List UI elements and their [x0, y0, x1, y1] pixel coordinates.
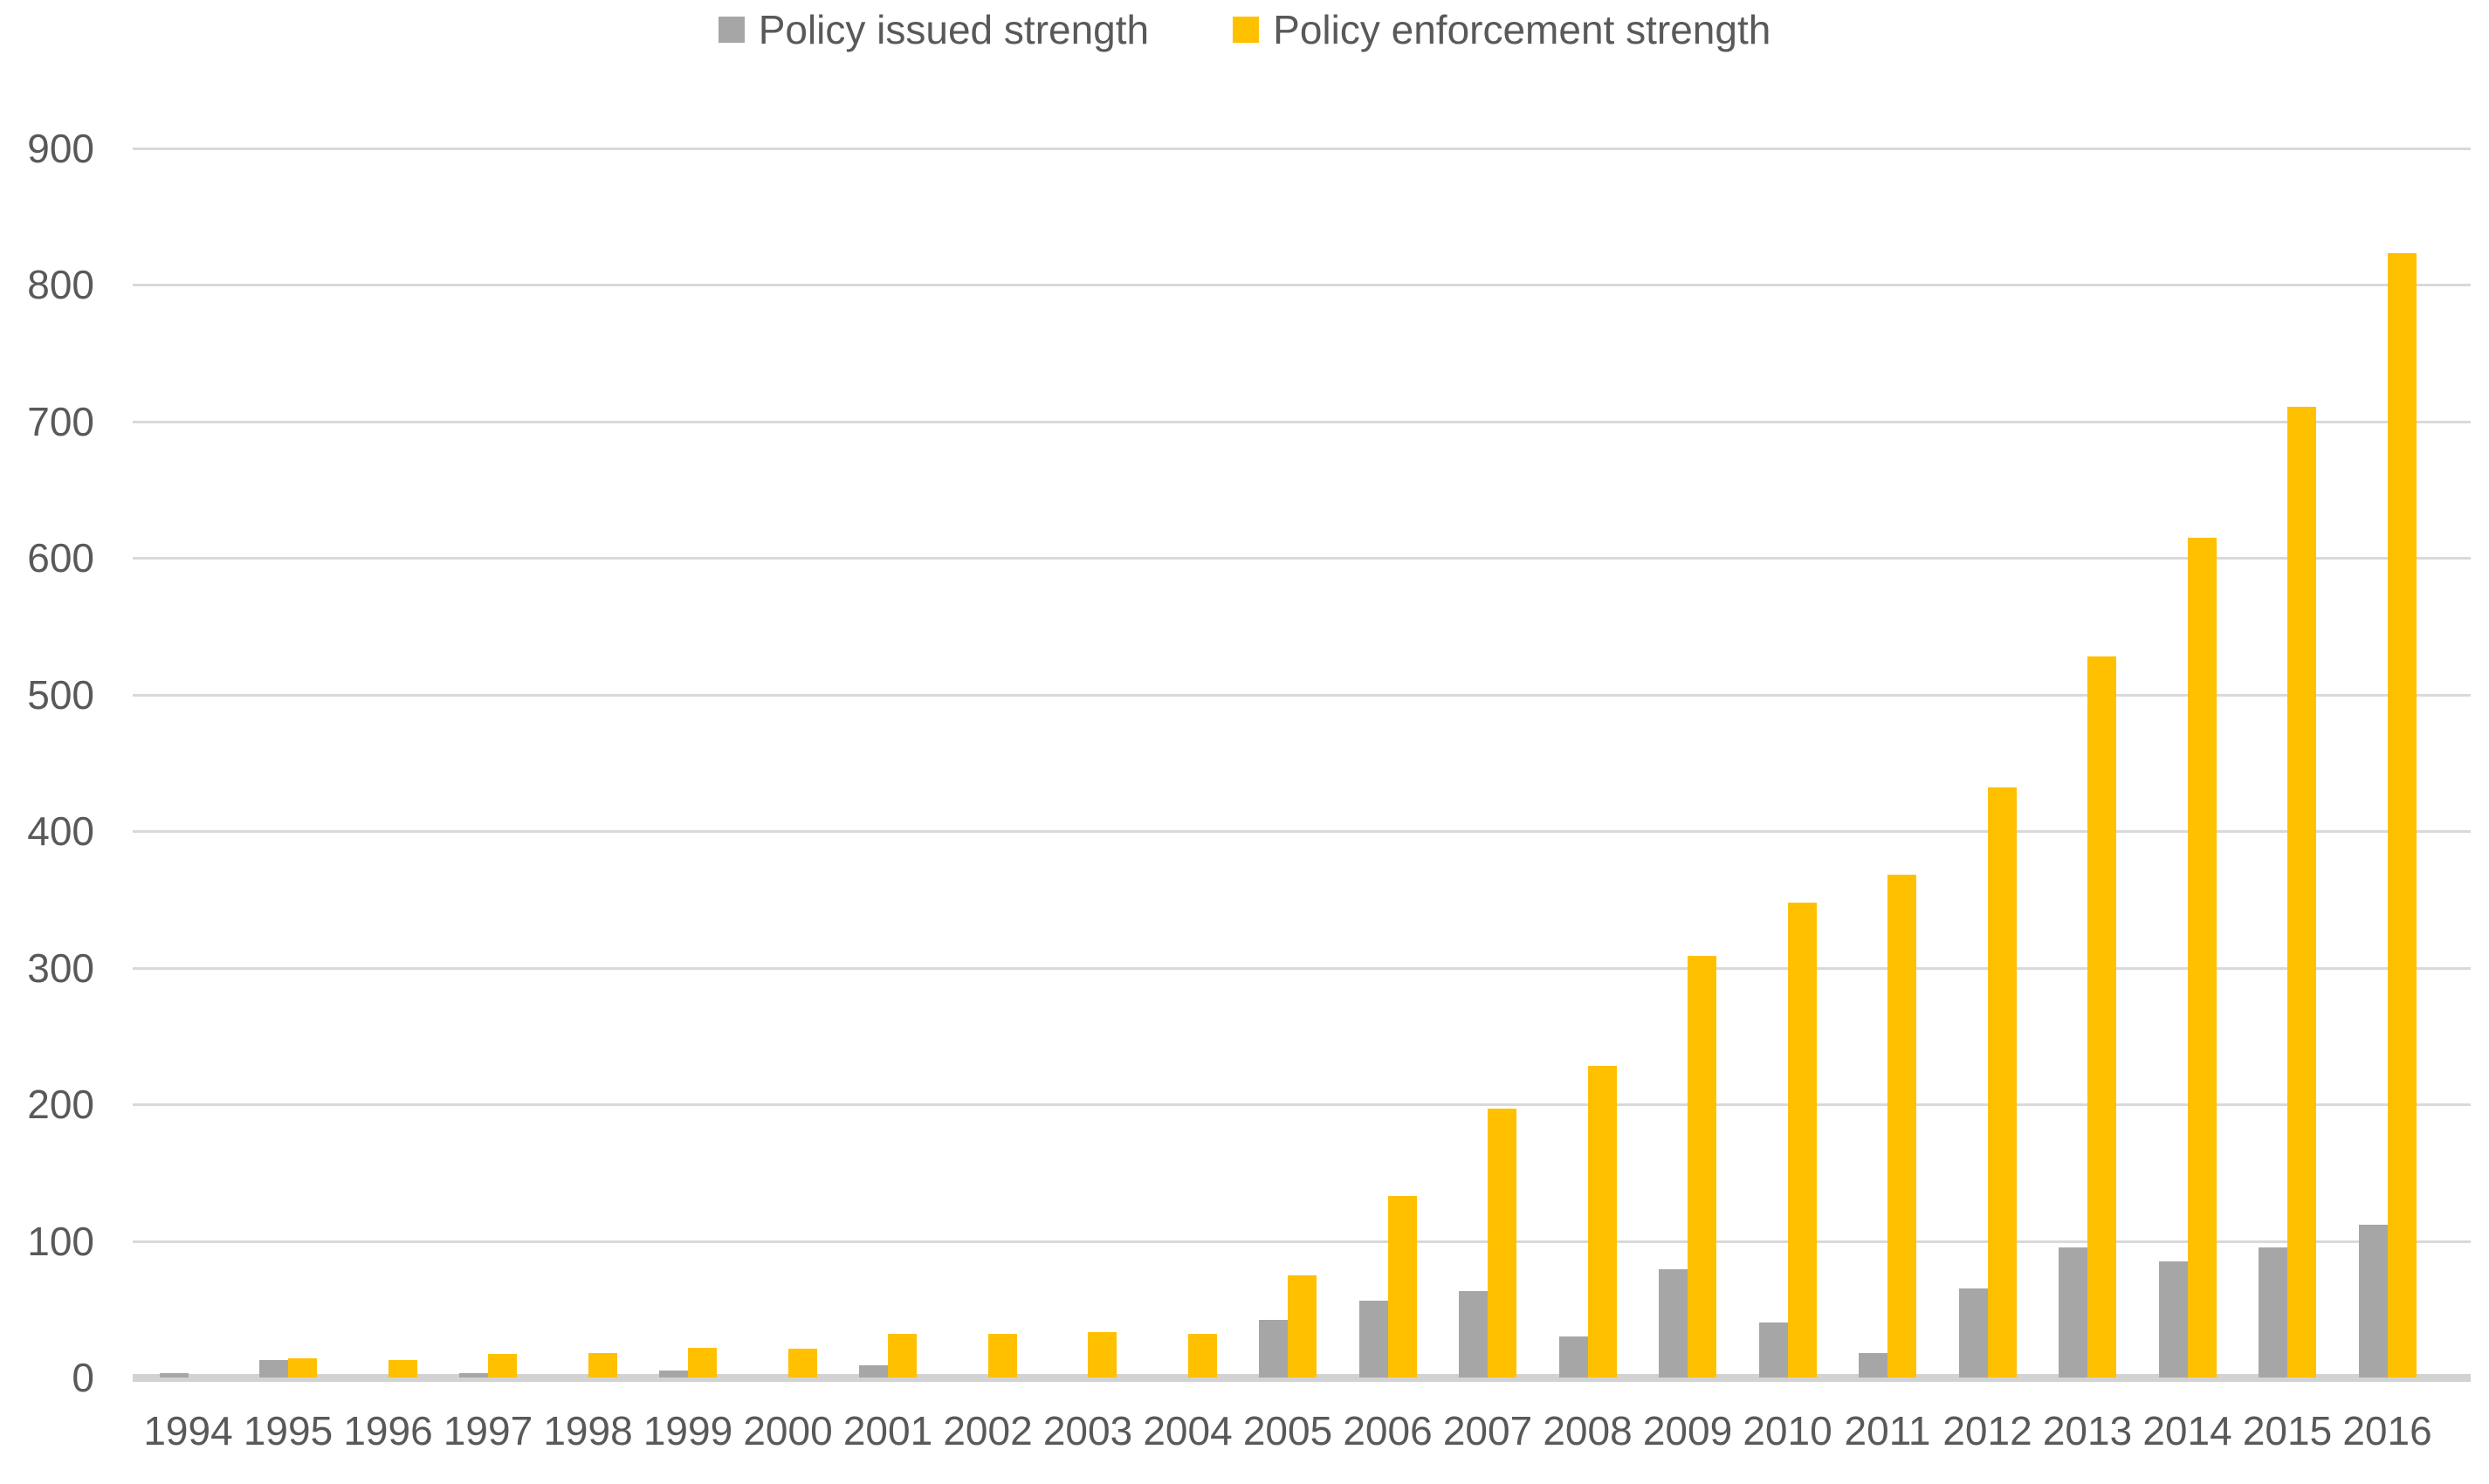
x-tick-label-2009: 2009 — [1642, 1408, 1733, 1453]
bar-policy-issued-2010 — [1758, 1323, 1788, 1378]
x-tick-label-1999: 1999 — [643, 1408, 733, 1453]
x-tick-label-2005: 2005 — [1242, 1408, 1333, 1453]
bar-policy-issued-2006 — [1358, 1301, 1388, 1378]
bar-policy-issued-1997 — [459, 1373, 488, 1378]
gridline-800 — [133, 284, 2471, 287]
bar-policy-enforcement-1995 — [288, 1358, 317, 1378]
bar-policy-enforcement-2016 — [2387, 253, 2417, 1378]
gridline-700 — [133, 420, 2471, 423]
y-tick-label-700: 700 — [27, 398, 94, 444]
gridline-400 — [133, 830, 2471, 834]
x-tick-label-1997: 1997 — [443, 1408, 533, 1453]
x-tick-label-2011: 2011 — [1844, 1408, 1931, 1453]
bar-policy-enforcement-2014 — [2187, 537, 2217, 1378]
x-axis-line — [133, 1374, 2471, 1382]
bar-policy-issued-1995 — [259, 1359, 288, 1378]
x-tick-label-2003: 2003 — [1042, 1408, 1133, 1453]
bar-policy-issued-1994 — [159, 1373, 189, 1378]
gridline-600 — [133, 557, 2471, 560]
y-tick-label-600: 600 — [27, 535, 94, 581]
bar-policy-issued-1999 — [659, 1371, 688, 1378]
bar-policy-enforcement-2006 — [1387, 1195, 1417, 1378]
gridline-900 — [133, 148, 2471, 150]
bar-policy-issued-2007 — [1459, 1291, 1488, 1378]
x-tick-label-2013: 2013 — [2042, 1408, 2133, 1453]
bar-policy-issued-2011 — [1859, 1352, 1887, 1378]
bar-policy-enforcement-2009 — [1688, 955, 1716, 1378]
bar-policy-enforcement-2005 — [1288, 1274, 1317, 1378]
x-tick-label-2015: 2015 — [2242, 1408, 2333, 1453]
bar-policy-issued-2015 — [2259, 1247, 2287, 1378]
x-tick-label-2010: 2010 — [1743, 1408, 1832, 1453]
x-tick-label-1994: 1994 — [143, 1408, 233, 1453]
x-tick-label-2006: 2006 — [1343, 1408, 1433, 1453]
legend-item-policy-enforcement: Policy enforcement strength — [1233, 5, 1770, 54]
legend-label-policy-enforcement: Policy enforcement strength — [1273, 7, 1771, 52]
bar-policy-issued-2014 — [2158, 1261, 2188, 1378]
legend-item-policy-issued: Policy issued strength — [718, 5, 1150, 54]
x-tick-label-2008: 2008 — [1543, 1408, 1633, 1453]
legend: Policy issued strength Policy enforcemen… — [0, 5, 2489, 54]
x-tick-label-1996: 1996 — [343, 1408, 433, 1453]
gridline-500 — [133, 693, 2471, 697]
bar-policy-enforcement-2000 — [787, 1349, 817, 1378]
x-tick-label-1995: 1995 — [243, 1408, 333, 1453]
y-tick-label-800: 800 — [27, 262, 94, 308]
bar-policy-issued-2016 — [2358, 1224, 2388, 1378]
x-tick-label-2004: 2004 — [1143, 1408, 1233, 1453]
bar-policy-issued-2012 — [1958, 1288, 1988, 1378]
bar-policy-enforcement-1997 — [488, 1354, 517, 1378]
bar-policy-enforcement-1998 — [588, 1352, 617, 1378]
legend-label-policy-issued: Policy issued strength — [758, 7, 1150, 52]
gridline-300 — [133, 966, 2471, 970]
bar-policy-enforcement-2015 — [2287, 406, 2316, 1378]
legend-swatch-policy-issued — [718, 17, 745, 43]
bar-policy-enforcement-2011 — [1887, 875, 1916, 1378]
y-tick-label-200: 200 — [27, 1082, 94, 1128]
bar-policy-enforcement-1999 — [688, 1347, 717, 1378]
y-tick-label-900: 900 — [27, 126, 94, 171]
x-tick-label-2016: 2016 — [2342, 1408, 2432, 1453]
bar-policy-enforcement-2003 — [1088, 1332, 1117, 1378]
gridline-100 — [133, 1240, 2471, 1243]
y-tick-label-400: 400 — [27, 808, 94, 855]
bar-policy-enforcement-2004 — [1187, 1333, 1217, 1378]
bar-policy-issued-2013 — [2059, 1247, 2087, 1378]
y-tick-label-500: 500 — [27, 671, 94, 718]
bar-policy-issued-2001 — [859, 1364, 888, 1378]
bar-policy-enforcement-2012 — [1987, 787, 2017, 1378]
x-tick-label-2000: 2000 — [743, 1408, 833, 1453]
bar-policy-issued-2005 — [1259, 1320, 1288, 1378]
bar-policy-issued-2008 — [1558, 1336, 1588, 1378]
bar-policy-enforcement-2008 — [1587, 1066, 1617, 1378]
bar-policy-issued-2009 — [1659, 1269, 1688, 1378]
bar-policy-enforcement-2001 — [888, 1333, 917, 1378]
gridline-200 — [133, 1103, 2471, 1107]
legend-swatch-policy-enforcement — [1233, 17, 1260, 43]
x-tick-label-2002: 2002 — [943, 1408, 1033, 1453]
x-tick-label-2001: 2001 — [842, 1408, 933, 1453]
y-tick-label-300: 300 — [27, 945, 94, 991]
bar-policy-enforcement-2010 — [1787, 902, 1817, 1378]
x-tick-label-2014: 2014 — [2142, 1408, 2232, 1453]
bar-policy-enforcement-2007 — [1488, 1108, 1516, 1378]
bar-policy-enforcement-2002 — [987, 1333, 1017, 1378]
bar-policy-enforcement-1996 — [388, 1359, 417, 1378]
bar-policy-enforcement-2013 — [2087, 656, 2116, 1378]
x-tick-label-2012: 2012 — [1942, 1408, 2032, 1453]
y-tick-label-0: 0 — [72, 1355, 94, 1400]
x-tick-label-2007: 2007 — [1442, 1408, 1533, 1453]
x-tick-label-1998: 1998 — [543, 1408, 633, 1453]
y-tick-label-100: 100 — [27, 1218, 94, 1264]
